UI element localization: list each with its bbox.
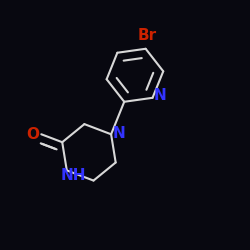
Text: Br: Br bbox=[137, 28, 156, 42]
Text: NH: NH bbox=[60, 168, 86, 183]
Text: N: N bbox=[112, 126, 125, 140]
Text: N: N bbox=[154, 88, 166, 103]
Text: O: O bbox=[26, 127, 39, 142]
